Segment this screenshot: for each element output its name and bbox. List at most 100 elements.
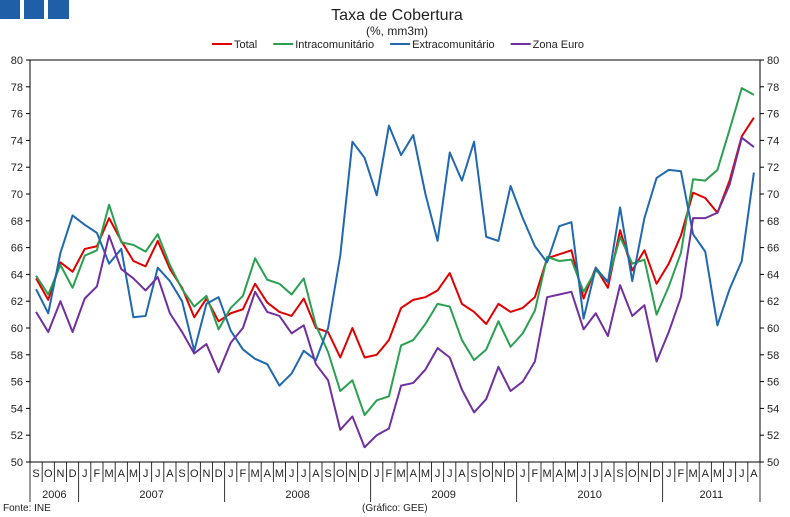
- y-tick-label-right: 52: [767, 430, 779, 442]
- logo-square-3-icon: [48, 0, 69, 19]
- x-tick-label-month: S: [324, 468, 331, 480]
- y-tick-label-left: 50: [11, 457, 23, 469]
- y-tick-label-left: 68: [11, 216, 23, 228]
- x-tick-label-month: A: [264, 468, 272, 480]
- y-tick-label-right: 62: [767, 296, 779, 308]
- legend-label-zona-euro: Zona Euro: [533, 39, 584, 51]
- y-tick-label-right: 80: [767, 55, 779, 67]
- x-tick-label-month: D: [215, 468, 223, 480]
- y-tick-label-right: 66: [767, 243, 779, 255]
- y-tick-label-left: 58: [11, 350, 23, 362]
- source-note: Fonte: INE: [3, 503, 51, 514]
- y-tick-label-right: 58: [767, 350, 779, 362]
- legend-label-intracomunitario: Intracomunitário: [295, 39, 374, 51]
- x-tick-label-month: A: [166, 468, 174, 480]
- x-tick-label-year: 2006: [42, 489, 66, 501]
- x-tick-label-month: A: [556, 468, 564, 480]
- y-tick-label-right: 64: [767, 269, 779, 281]
- y-tick-label-left: 80: [11, 55, 23, 67]
- y-tick-label-right: 76: [767, 109, 779, 121]
- y-tick-label-right: 74: [767, 135, 779, 147]
- x-tick-label-month: M: [250, 468, 259, 480]
- x-tick-label-month: N: [640, 468, 648, 480]
- x-tick-label-month: F: [386, 468, 393, 480]
- x-tick-label-month: O: [44, 468, 53, 480]
- y-tick-label-left: 64: [11, 269, 23, 281]
- x-tick-label-month: A: [750, 468, 758, 480]
- x-tick-label-month: O: [628, 468, 637, 480]
- x-tick-label-month: J: [374, 468, 380, 480]
- x-tick-label-month: M: [275, 468, 284, 480]
- x-tick-label-month: N: [202, 468, 210, 480]
- x-tick-label-month: S: [616, 468, 623, 480]
- logo-square-1-icon: [0, 0, 20, 19]
- x-tick-label-month: N: [494, 468, 502, 480]
- x-tick-label-month: M: [713, 468, 722, 480]
- x-tick-label-month: S: [178, 468, 185, 480]
- x-tick-label-month: D: [507, 468, 515, 480]
- x-tick-label-month: J: [727, 468, 733, 480]
- y-tick-label-left: 74: [11, 135, 23, 147]
- x-tick-label-month: A: [604, 468, 612, 480]
- x-tick-label-month: J: [82, 468, 88, 480]
- x-tick-label-month: N: [348, 468, 356, 480]
- x-tick-label-month: M: [542, 468, 551, 480]
- legend-label-total: Total: [234, 39, 257, 51]
- plot-frame: [29, 59, 761, 463]
- x-tick-label-month: M: [421, 468, 430, 480]
- series-line-intracomunitario: [35, 87, 755, 417]
- x-tick-label-month: J: [581, 468, 587, 480]
- x-tick-label-month: J: [447, 468, 453, 480]
- y-tick-label-left: 78: [11, 82, 23, 94]
- x-tick-label-month: D: [653, 468, 661, 480]
- y-tick-label-left: 66: [11, 243, 23, 255]
- x-tick-label-month: F: [678, 468, 685, 480]
- x-tick-label-month: J: [301, 468, 307, 480]
- y-tick-label-left: 62: [11, 296, 23, 308]
- y-tick-label-right: 50: [767, 457, 779, 469]
- chart-subtitle: (%, mm3m): [366, 24, 428, 38]
- x-tick-label-month: J: [520, 468, 526, 480]
- y-tick-label-left: 54: [11, 403, 23, 415]
- x-tick-label-month: S: [470, 468, 477, 480]
- x-tick-label-month: A: [702, 468, 710, 480]
- legend: Total Intracomunitário Extracomunitário Zon…: [212, 39, 584, 51]
- x-tick-label-year: 2010: [577, 489, 601, 501]
- x-tick-label-month: A: [118, 468, 126, 480]
- x-tick-label-month: A: [410, 468, 418, 480]
- x-tick-label-month: F: [240, 468, 247, 480]
- x-tick-label-month: F: [94, 468, 101, 480]
- logo-square-2-icon: [24, 0, 44, 19]
- y-tick-label-right: 68: [767, 216, 779, 228]
- x-tick-label-month: O: [482, 468, 491, 480]
- legend-label-extracomunitario: Extracomunitário: [412, 39, 495, 51]
- x-tick-label-month: S: [32, 468, 39, 480]
- x-tick-label-month: M: [104, 468, 113, 480]
- y-tick-label-left: 56: [11, 377, 23, 389]
- y-tick-label-right: 56: [767, 377, 779, 389]
- y-tick-label-right: 60: [767, 323, 779, 335]
- x-tick-label-month: N: [56, 468, 64, 480]
- x-tick-label-month: J: [666, 468, 672, 480]
- series-line-total: [35, 117, 755, 359]
- x-tick-label-year: 2011: [700, 489, 724, 501]
- series-line-zona-euro: [35, 136, 755, 449]
- x-tick-label-month: J: [435, 468, 441, 480]
- x-tick-label-year: 2009: [431, 489, 455, 501]
- series-line-extracomunitario: [35, 124, 755, 387]
- x-tick-label-month: J: [228, 468, 234, 480]
- x-tick-label-month: M: [129, 468, 138, 480]
- x-tick-label-month: M: [567, 468, 576, 480]
- x-tick-label-month: D: [69, 468, 77, 480]
- x-tick-label-month: D: [361, 468, 369, 480]
- x-tick-label-month: J: [155, 468, 161, 480]
- y-tick-label-left: 60: [11, 323, 23, 335]
- y-tick-label-right: 54: [767, 403, 779, 415]
- y-tick-label-left: 70: [11, 189, 23, 201]
- credit-note: (Gráfico: GEE): [362, 503, 428, 514]
- x-tick-label-year: 2008: [285, 489, 309, 501]
- y-tick-label-left: 52: [11, 430, 23, 442]
- x-tick-label-month: O: [336, 468, 345, 480]
- x-tick-label-month: J: [593, 468, 599, 480]
- x-tick-label-month: M: [396, 468, 405, 480]
